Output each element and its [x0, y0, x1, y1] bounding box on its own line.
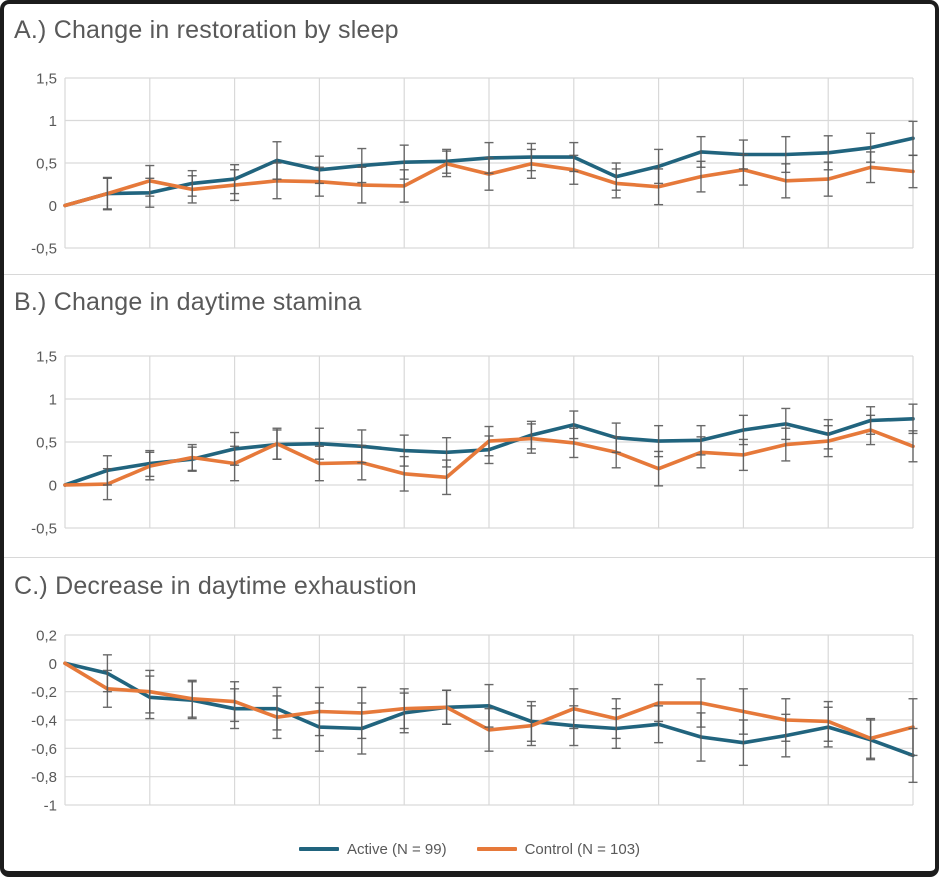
- control-error-bar: [908, 698, 918, 757]
- panel-restoration-by-sleep: A.) Change in restoration by sleep 1,5 1 0…: [0, 0, 939, 273]
- y-tick-label: -0,2: [31, 684, 57, 701]
- control-error-bar: [399, 688, 409, 730]
- y-tick-label: -1: [44, 798, 57, 815]
- control-error-bar: [442, 459, 452, 496]
- control-error-bar: [272, 427, 282, 460]
- control-error-bar: [526, 705, 536, 747]
- control-error-bar: [654, 683, 664, 723]
- y-tick-label: -0,4: [31, 713, 57, 730]
- chart-b-plot: 1,5 1 0,5 0 -0,5: [31, 349, 918, 538]
- control-error-bar: [823, 424, 833, 458]
- legend-item-active: Active (N = 99): [298, 840, 447, 858]
- control-error-bar: [357, 444, 367, 481]
- control-error-bar: [696, 678, 706, 728]
- control-error-bar: [569, 427, 579, 459]
- control-error-bar: [357, 166, 367, 204]
- control-error-bar: [654, 450, 664, 487]
- panel-daytime-exhaustion: C.) Decrease in daytime exhaustion 0,2 0 -…: [0, 557, 939, 877]
- control-error-bar: [781, 698, 791, 742]
- y-tick-label: 0: [49, 198, 57, 215]
- control-error-bar: [484, 707, 494, 752]
- control-error-bar: [230, 169, 240, 202]
- control-error-bar: [399, 455, 409, 492]
- control-error-bar: [866, 717, 876, 759]
- control-error-bar: [696, 160, 706, 193]
- control-error-bar: [569, 154, 579, 185]
- control-error-bar: [823, 700, 833, 742]
- control-error-bar: [738, 153, 748, 186]
- chart-a-plot: 1,5 1 0,5 0 -0,5: [31, 71, 918, 258]
- control-error-bar: [102, 669, 112, 708]
- chart-b-title: B.) Change in daytime stamina: [14, 288, 362, 316]
- control-error-bar: [399, 169, 409, 203]
- y-tick-label: 1,5: [36, 349, 57, 366]
- control-error-bar: [272, 162, 282, 200]
- control-error-bar: [569, 688, 579, 730]
- y-tick-label: -0,6: [31, 741, 57, 758]
- control-error-bar: [611, 698, 621, 740]
- control-error-bar: [145, 669, 155, 714]
- chart-c-title: C.) Decrease in daytime exhaustion: [14, 572, 417, 600]
- control-error-bar: [823, 161, 833, 197]
- control-error-bar: [187, 175, 197, 204]
- y-tick-label: 1: [49, 392, 57, 409]
- control-error-bar: [442, 150, 452, 178]
- y-tick-label: 0,2: [36, 628, 57, 645]
- control-error-bar: [654, 168, 664, 206]
- control-error-bar: [738, 688, 748, 735]
- control-error-bar: [526, 423, 536, 454]
- control-error-bar: [314, 166, 324, 197]
- control-error-bar: [611, 436, 621, 469]
- control-error-bar: [696, 436, 706, 469]
- control-error-bar: [908, 430, 918, 463]
- control-error-bar: [230, 445, 240, 482]
- y-tick-label: 0,5: [36, 435, 57, 452]
- legend-item-control: Control (N = 103): [476, 840, 641, 858]
- y-tick-label: 1: [49, 113, 57, 130]
- active-line-swatch: [298, 847, 339, 851]
- legend-label-control: Control (N = 103): [524, 840, 641, 858]
- control-error-bar: [611, 168, 621, 199]
- control-error-bar: [145, 164, 155, 197]
- y-tick-label: -0,8: [31, 769, 57, 786]
- control-error-bar: [526, 148, 536, 180]
- control-error-bar: [187, 679, 197, 718]
- control-error-bar: [314, 445, 324, 482]
- control-error-bar: [102, 467, 112, 501]
- panel-daytime-stamina: B.) Change in daytime stamina 1,5 1 0,5 0 -0…: [0, 274, 939, 557]
- control-error-bar: [866, 414, 876, 446]
- control-error-bar: [442, 689, 452, 725]
- control-error-bar: [866, 151, 876, 184]
- control-error-bar: [908, 154, 918, 189]
- control-error-bar: [484, 157, 494, 191]
- chart-a-title: A.) Change in restoration by sleep: [14, 16, 399, 44]
- control-error-bar: [102, 177, 112, 210]
- y-tick-label: 1,5: [36, 71, 57, 88]
- legend: Active (N = 99) Control (N = 103): [0, 834, 939, 864]
- y-tick-label: 0,5: [36, 156, 57, 173]
- y-tick-label: -0,5: [31, 521, 57, 538]
- control-error-bar: [230, 681, 240, 723]
- control-error-bar: [781, 427, 791, 462]
- legend-label-active: Active (N = 99): [346, 840, 447, 858]
- chart-c-plot: 0,2 0 -0,2 -0,4 -0,6 -0,8 -1: [31, 628, 918, 815]
- control-error-bar: [781, 163, 791, 199]
- control-error-bar: [145, 451, 155, 481]
- control-error-bar: [314, 686, 324, 737]
- control-error-bar: [484, 425, 494, 457]
- control-error-bar: [738, 438, 748, 472]
- control-error-bar: [357, 686, 367, 740]
- y-tick-label: 0: [49, 656, 57, 673]
- control-line-swatch: [476, 847, 517, 851]
- y-tick-label: -0,5: [31, 241, 57, 258]
- control-error-bar: [187, 443, 197, 472]
- y-tick-label: 0: [49, 478, 57, 495]
- control-error-bar: [272, 695, 282, 740]
